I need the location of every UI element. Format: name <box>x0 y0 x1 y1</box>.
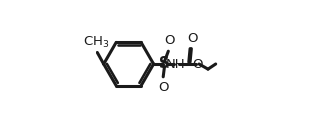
Text: O: O <box>164 34 175 47</box>
Text: O: O <box>158 81 168 94</box>
Text: O: O <box>193 57 203 71</box>
Text: NH: NH <box>166 57 186 71</box>
Text: CH$_3$: CH$_3$ <box>84 35 110 50</box>
Text: O: O <box>187 32 197 45</box>
Text: S: S <box>159 56 170 72</box>
